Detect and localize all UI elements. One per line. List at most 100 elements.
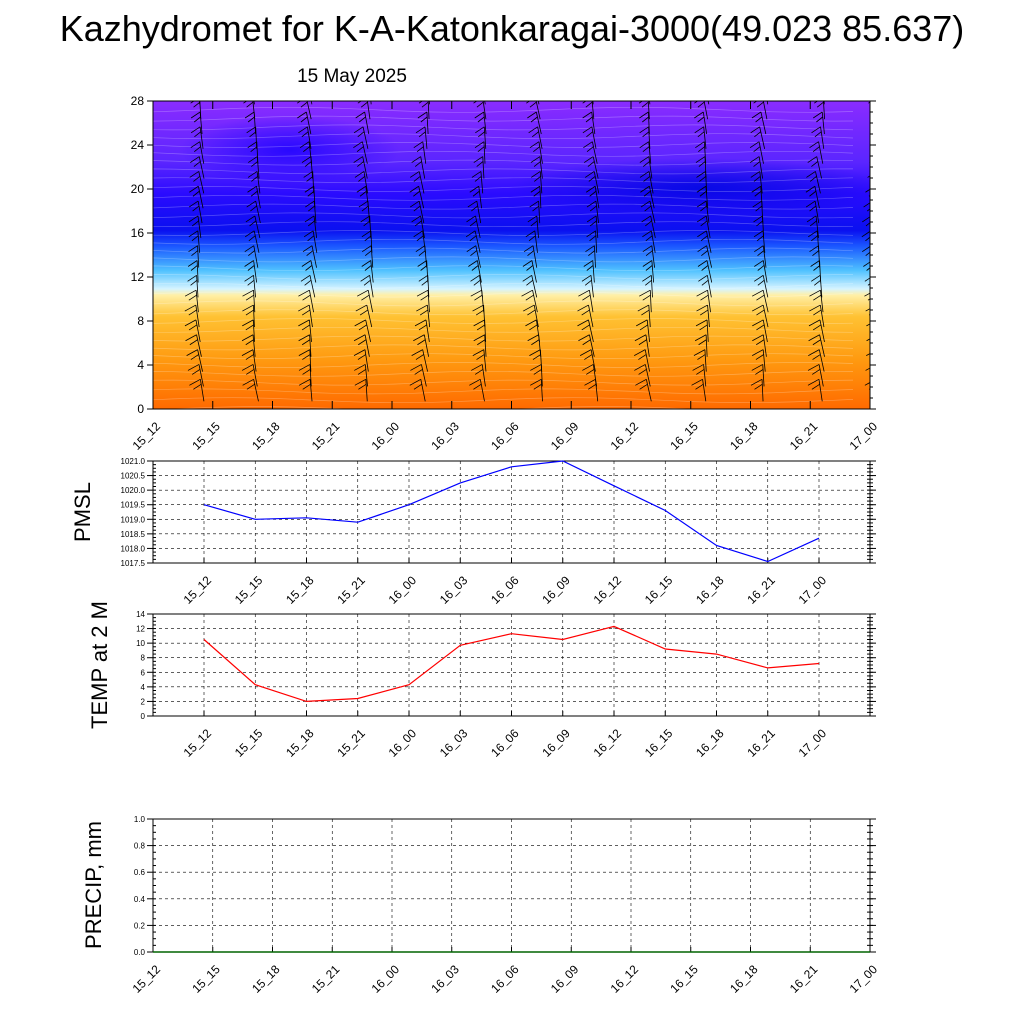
wind-barb-flag <box>806 215 817 223</box>
wind-barb-flag <box>353 156 363 163</box>
wind-barb-flag <box>639 324 648 331</box>
wind-barb-staff <box>758 141 764 164</box>
wind-barb-staff <box>313 215 318 238</box>
wind-barb-flag <box>808 230 818 238</box>
wind-barb-staff <box>703 101 709 120</box>
wind-barb-staff <box>421 364 427 387</box>
wind-barb-flag <box>302 369 311 375</box>
wind-barb-flag <box>639 111 649 119</box>
heatmap-xtick-label: 16_06 <box>488 419 522 453</box>
wind-barb-flag <box>419 82 428 88</box>
wind-barb-flag <box>588 176 596 182</box>
wind-barb-staff <box>538 141 543 164</box>
wind-barb-flag <box>812 354 821 360</box>
wind-barb-staff <box>588 319 594 342</box>
wind-barb-flag <box>582 126 593 134</box>
wind-barb-flag <box>530 364 542 371</box>
wind-barb-flag <box>863 261 870 267</box>
wind-barb-flag <box>638 339 647 346</box>
heatmap-contour <box>153 238 854 245</box>
wind-barb-staff <box>476 260 482 283</box>
wind-barb-flag <box>187 364 200 371</box>
wind-barb-flag <box>645 250 653 256</box>
wind-barb-flag <box>699 324 708 331</box>
wind-barb-flag <box>641 101 649 108</box>
wind-barb-flag <box>755 205 763 212</box>
wind-barb-flag <box>472 190 480 197</box>
wind-barb-flag <box>300 116 308 123</box>
wind-barb-flag <box>582 111 592 119</box>
wind-barb-flag <box>190 354 199 360</box>
heatmap-ytick-label: 4 <box>137 358 144 372</box>
wind-barb-flag <box>809 176 817 182</box>
wind-barb-flag <box>584 280 592 286</box>
wind-barb-flag <box>867 283 870 286</box>
wind-barb-staff <box>706 260 713 283</box>
wind-barb-staff <box>309 364 312 387</box>
wind-barb-staff <box>426 260 429 283</box>
wind-barb-staff <box>364 334 370 357</box>
wind-barb-staff <box>705 334 708 357</box>
xtick-label: 16_15 <box>642 573 676 607</box>
wind-barb-flag <box>752 200 762 208</box>
wind-barb-flag <box>358 383 367 390</box>
wind-barb-flag <box>865 222 870 227</box>
wind-barb-flag <box>307 235 315 242</box>
wind-barb-staff <box>595 230 598 253</box>
xtick-label: 16_21 <box>744 573 778 607</box>
wind-barb-staff <box>199 101 202 120</box>
wind-barb-flag <box>811 235 818 242</box>
wind-barb-staff <box>196 260 199 283</box>
wind-barb-flag <box>358 200 369 208</box>
wind-barb-staff <box>814 186 820 209</box>
wind-barb-staff <box>420 156 426 179</box>
wind-barb-flag <box>756 339 765 346</box>
wind-barb-staff <box>644 349 650 372</box>
wind-barb-staff <box>199 141 205 164</box>
wind-barb-flag <box>864 382 870 386</box>
wind-barb-staff <box>308 319 312 342</box>
wind-barb-flag <box>757 280 765 286</box>
wind-barb-flag <box>532 205 540 212</box>
wind-barb-flag <box>814 280 821 286</box>
wind-barb-flag <box>813 294 822 301</box>
wind-barb-staff <box>589 334 595 357</box>
wind-barb-flag <box>306 250 314 256</box>
wind-barb-flag <box>809 141 819 149</box>
wind-barb-staff <box>591 101 595 120</box>
wind-barb-flag <box>639 141 649 149</box>
wind-barb-flag <box>477 339 486 346</box>
wind-barb-flag <box>303 146 310 153</box>
xtick-label: 15_15 <box>189 962 223 996</box>
wind-barb-flag <box>532 354 541 360</box>
wind-barb-flag <box>188 215 199 223</box>
wind-barb-staff <box>592 156 599 179</box>
wind-barb-flag <box>477 146 485 153</box>
wind-barb-flag <box>754 131 761 138</box>
wind-barb-flag <box>476 101 484 108</box>
wind-barb-flag <box>867 298 870 301</box>
heatmap-contour <box>153 203 854 210</box>
wind-barb-flag <box>585 245 595 252</box>
wind-barb-staff <box>483 141 486 164</box>
wind-barb-flag <box>813 265 821 271</box>
wind-barb-staff <box>707 305 710 328</box>
heatmap-xtick-label: 16_00 <box>369 419 403 453</box>
wind-barb-staff <box>538 201 541 224</box>
heatmap-contour <box>153 150 854 157</box>
wind-barb-staff <box>535 101 541 120</box>
wind-barb-flag <box>578 289 590 297</box>
wind-barb-flag <box>754 383 763 390</box>
wind-barb-flag <box>642 161 650 167</box>
wind-barb-staff <box>819 319 825 342</box>
heatmap-contour <box>153 194 854 201</box>
wind-barb-flag <box>639 82 648 88</box>
wind-barb-flag <box>811 161 818 167</box>
wind-barb-flag <box>244 245 255 252</box>
wind-barb-staff <box>475 245 481 268</box>
wind-barb-staff <box>480 171 484 194</box>
wind-barb-flag <box>642 294 651 301</box>
wind-barb-flag <box>355 304 367 312</box>
wind-barb-flag <box>188 309 197 316</box>
wind-barb-flag <box>641 309 650 316</box>
